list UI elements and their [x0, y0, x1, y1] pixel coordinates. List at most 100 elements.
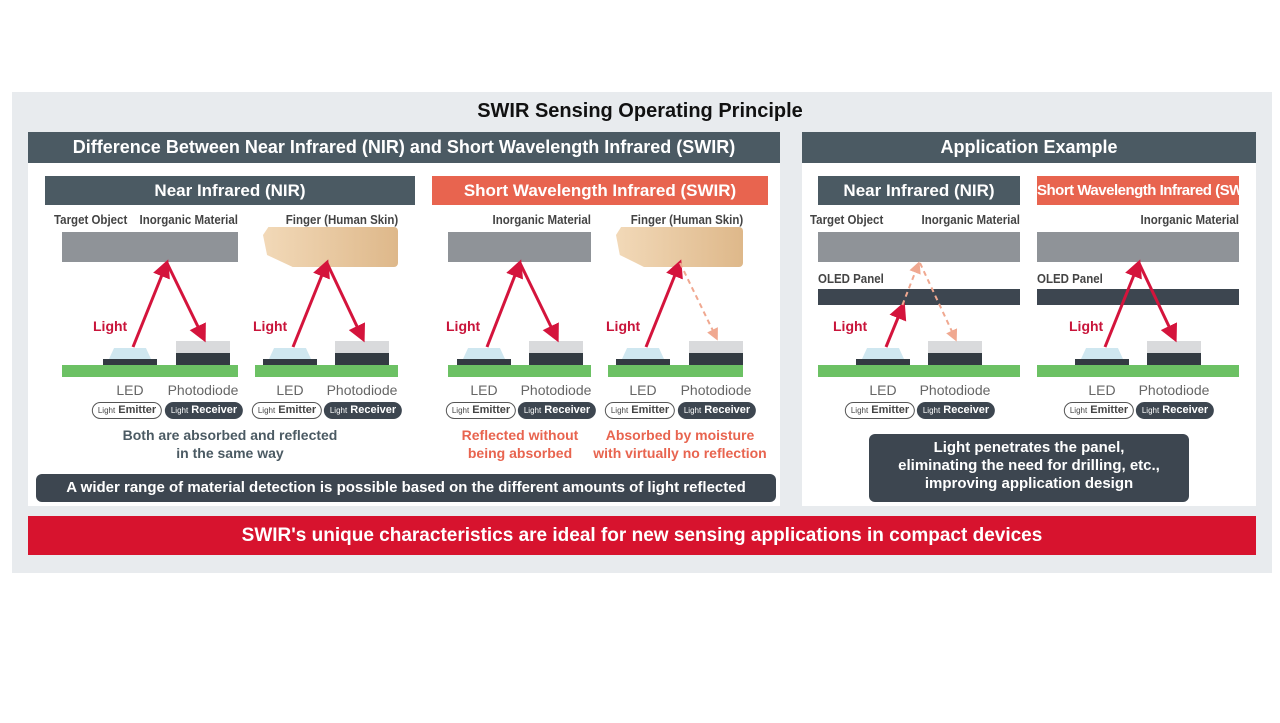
scene-5-inorganic-material [818, 232, 1020, 262]
scene-5-faded-incident-arrow [901, 261, 921, 306]
pill-text: Emitter [278, 404, 317, 416]
scene-2-incident-arrow [291, 259, 330, 348]
scene-1-photodiode-base [176, 353, 230, 365]
pill-text: Emitter [472, 404, 511, 416]
scene-5-light-label: Light [833, 318, 868, 334]
caption-line: with virtually no reflection [593, 445, 767, 461]
scene-5-faded-reflected-arrow [919, 262, 958, 342]
scene-1-circuit-board [62, 365, 238, 377]
scene-5-led-base [856, 359, 910, 365]
pill-prefix: Light [1141, 406, 1160, 415]
right-section-header: Application Example [802, 132, 1256, 163]
pill-prefix: Light [1069, 406, 1088, 415]
swir-header: Short Wavelength Infrared (SWIR) [432, 176, 768, 205]
scene-1-photodiode-cover [176, 341, 230, 353]
pill-prefix: Light [922, 406, 941, 415]
scene-3-led-label: LED [470, 382, 498, 398]
scene-5-target-label: Target Object [810, 213, 884, 227]
pill-text: Receiver [350, 404, 397, 416]
scene-4-circuit-board [608, 365, 743, 377]
scene-6-photodiode-base [1147, 353, 1201, 365]
pill-text: Emitter [871, 404, 910, 416]
scene-5-object-label: Inorganic Material [921, 213, 1020, 227]
scene-2-circuit-board [255, 365, 398, 377]
left-section-header: Difference Between Near Infrared (NIR) a… [28, 132, 780, 163]
scene-2-led-base [263, 359, 317, 365]
scene-2-led-lens [269, 348, 311, 359]
scene-3-circuit-board [448, 365, 591, 377]
pill-prefix: Light [170, 406, 189, 415]
scene-3-photodiode-cover [529, 341, 583, 353]
pill-text: Emitter [118, 404, 157, 416]
scene-5-incident-arrow [884, 301, 907, 348]
caption-line: Both are absorbed and reflected [122, 427, 338, 443]
scene-4-led-label: LED [629, 382, 657, 398]
scene-2-led-label: LED [276, 382, 304, 398]
scene-1-reflected-arrow [165, 262, 206, 343]
scene-4-object-label: Finger (Human Skin) [630, 213, 743, 227]
scene-3-photodiode-base [529, 353, 583, 365]
pill-text: Receiver [191, 404, 238, 416]
scene-5-circuit-board [818, 365, 1020, 377]
swir-inorganic-caption: Reflected without being absorbed [462, 426, 579, 462]
scene-3-photodiode-label: Photodiode [520, 382, 592, 398]
pill-text: Emitter [631, 404, 670, 416]
scene-4-photodiode-label: Photodiode [680, 382, 752, 398]
scene-5-led-lens [862, 348, 904, 359]
pill-text: Receiver [704, 404, 751, 416]
pill-prefix: Light [850, 406, 869, 415]
nir-header: Near Infrared (NIR) [45, 176, 415, 205]
scene-3-object-label: Inorganic Material [492, 213, 591, 227]
scene-2-light-label: Light [253, 318, 288, 334]
scene-3-incident-arrow [485, 259, 524, 348]
note-line: Light penetrates the panel, [933, 439, 1125, 456]
scene-5-emitter-pill: Light Emitter [844, 402, 916, 419]
scene-2-finger [263, 227, 398, 267]
scene-4-led-base [616, 359, 670, 365]
scene-6-circuit-board [1037, 365, 1239, 377]
scene-4-photodiode-base [689, 353, 743, 365]
scene-4-photodiode-cover [689, 341, 743, 353]
scene-6-reflected-arrow [1137, 262, 1178, 343]
pill-prefix: Light [523, 406, 542, 415]
scene-3-reflected-arrow [518, 262, 559, 343]
scene-6-object-label: Inorganic Material [1140, 213, 1239, 227]
scene-3-led-base [457, 359, 511, 365]
left-note: A wider range of material detection is p… [36, 474, 776, 502]
note-line: eliminating the need for drilling, etc., [898, 457, 1160, 474]
scene-2-photodiode-cover [335, 341, 389, 353]
scene-6-oled-panel [1037, 289, 1239, 305]
scene-4-receiver-pill: Light Receiver [677, 402, 757, 419]
caption-line: being absorbed [467, 445, 573, 461]
right-note: Light penetrates the panel, eliminating … [869, 434, 1189, 502]
scene-2-receiver-pill: Light Receiver [323, 402, 403, 419]
pill-text: Receiver [1162, 404, 1209, 416]
scene-6-led-base [1075, 359, 1129, 365]
scene-5-led-label: LED [869, 382, 897, 398]
pill-prefix: Light [329, 406, 348, 415]
scene-6-light-label: Light [1069, 318, 1104, 334]
nir-caption: Both are absorbed and reflected in the s… [123, 426, 338, 462]
scene-4-light-label: Light [606, 318, 641, 334]
scene-1-led-label: LED [116, 382, 144, 398]
scene-4-led-lens [622, 348, 664, 359]
scene-1-emitter-pill: Light Emitter [91, 402, 163, 419]
scene-2-object-label: Finger (Human Skin) [285, 213, 398, 227]
scene-1-target-label: Target Object [54, 213, 128, 227]
scene-6-emitter-pill: Light Emitter [1063, 402, 1135, 419]
scene-3-inorganic-material [448, 232, 591, 262]
scene-1-led-lens [109, 348, 151, 359]
diagram-title: SWIR Sensing Operating Principle [477, 100, 803, 122]
scene-4-reflected-arrow [679, 262, 718, 341]
scene-1-receiver-pill: Light Receiver [164, 402, 244, 419]
scene-4-incident-arrow [644, 259, 683, 348]
pill-prefix: Light [610, 406, 629, 415]
caption-line: Reflected without [461, 427, 579, 443]
scene-5-photodiode-label: Photodiode [919, 382, 991, 398]
scene-5-photodiode-cover [928, 341, 982, 353]
scene-2-photodiode-label: Photodiode [326, 382, 398, 398]
scene-6-led-lens [1081, 348, 1123, 359]
scene-6-led-label: LED [1088, 382, 1116, 398]
scene-6-oled-label: OLED Panel [1037, 272, 1103, 286]
